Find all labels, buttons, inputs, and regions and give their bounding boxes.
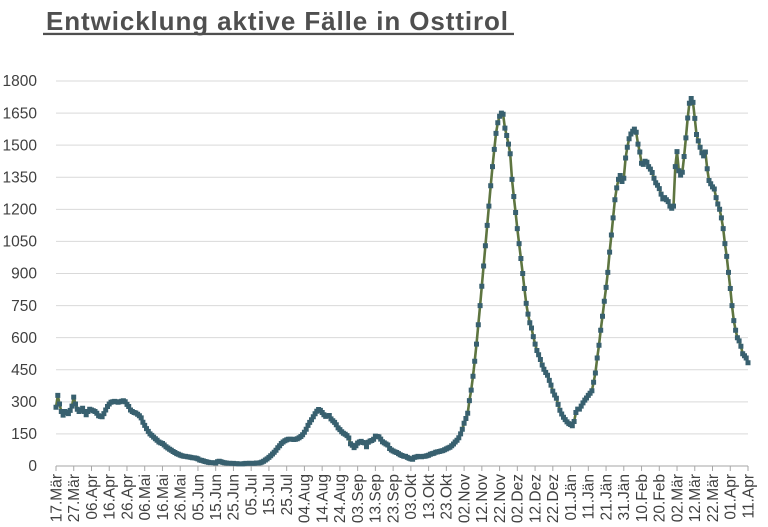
svg-text:11.Apr: 11.Apr	[740, 474, 757, 519]
svg-text:Entwicklung aktive Fälle in Os: Entwicklung aktive Fälle in Osttirol	[46, 6, 509, 36]
svg-text:1350: 1350	[3, 169, 38, 186]
svg-text:02.Dez: 02.Dez	[510, 474, 527, 523]
svg-text:06.Apr: 06.Apr	[84, 474, 101, 520]
svg-text:150: 150	[11, 426, 37, 443]
svg-text:05.Jun: 05.Jun	[190, 474, 207, 521]
svg-text:25.Jul: 25.Jul	[279, 474, 296, 515]
svg-text:20.Feb: 20.Feb	[652, 474, 669, 522]
svg-text:03.Okt: 03.Okt	[403, 473, 420, 519]
svg-text:1650: 1650	[3, 105, 38, 122]
svg-text:27.Mär: 27.Mär	[66, 474, 83, 522]
svg-text:1500: 1500	[3, 137, 38, 154]
svg-text:17.Mär: 17.Mär	[48, 474, 65, 522]
svg-text:12.Nov: 12.Nov	[474, 474, 491, 523]
svg-text:13.Okt: 13.Okt	[421, 473, 438, 519]
svg-text:1050: 1050	[3, 234, 38, 251]
svg-text:23.Sep: 23.Sep	[385, 474, 402, 523]
svg-text:21.Jän: 21.Jän	[598, 474, 615, 521]
svg-text:14.Aug: 14.Aug	[314, 474, 331, 523]
svg-text:31.Jän: 31.Jän	[616, 474, 633, 521]
svg-text:26.Mai: 26.Mai	[173, 474, 190, 521]
svg-text:03.Sep: 03.Sep	[350, 474, 367, 523]
svg-text:02.Nov: 02.Nov	[456, 474, 473, 523]
svg-text:12.Dez: 12.Dez	[527, 474, 544, 523]
svg-text:750: 750	[11, 298, 37, 315]
svg-text:22.Dez: 22.Dez	[545, 474, 562, 523]
svg-text:1800: 1800	[3, 73, 38, 90]
svg-text:01.Apr: 01.Apr	[723, 474, 740, 520]
svg-text:900: 900	[11, 266, 37, 283]
svg-text:22.Nov: 22.Nov	[492, 474, 509, 523]
svg-text:02.Mär: 02.Mär	[669, 474, 686, 522]
svg-text:600: 600	[11, 330, 37, 347]
svg-text:22.Mär: 22.Mär	[705, 474, 722, 522]
svg-text:1200: 1200	[3, 202, 38, 219]
svg-text:16.Mai: 16.Mai	[155, 474, 172, 521]
svg-text:10.Feb: 10.Feb	[634, 474, 651, 522]
svg-text:01.Jän: 01.Jän	[563, 474, 580, 521]
svg-text:0: 0	[28, 458, 37, 475]
svg-text:12.Mär: 12.Mär	[687, 474, 704, 522]
svg-text:11.Jän: 11.Jän	[581, 474, 598, 519]
svg-text:25.Jun: 25.Jun	[226, 474, 243, 521]
svg-text:300: 300	[11, 394, 37, 411]
svg-text:23.Okt: 23.Okt	[439, 473, 456, 519]
svg-text:06.Mai: 06.Mai	[137, 474, 154, 521]
svg-text:26.Apr: 26.Apr	[119, 474, 136, 520]
svg-text:24.Aug: 24.Aug	[332, 474, 349, 523]
svg-text:05.Jul: 05.Jul	[243, 474, 260, 515]
svg-text:16.Apr: 16.Apr	[102, 474, 119, 520]
svg-text:450: 450	[11, 362, 37, 379]
svg-text:13.Sep: 13.Sep	[368, 474, 385, 523]
svg-text:15.Jul: 15.Jul	[261, 474, 278, 515]
svg-text:15.Jun: 15.Jun	[208, 474, 225, 521]
svg-text:04.Aug: 04.Aug	[297, 474, 314, 523]
